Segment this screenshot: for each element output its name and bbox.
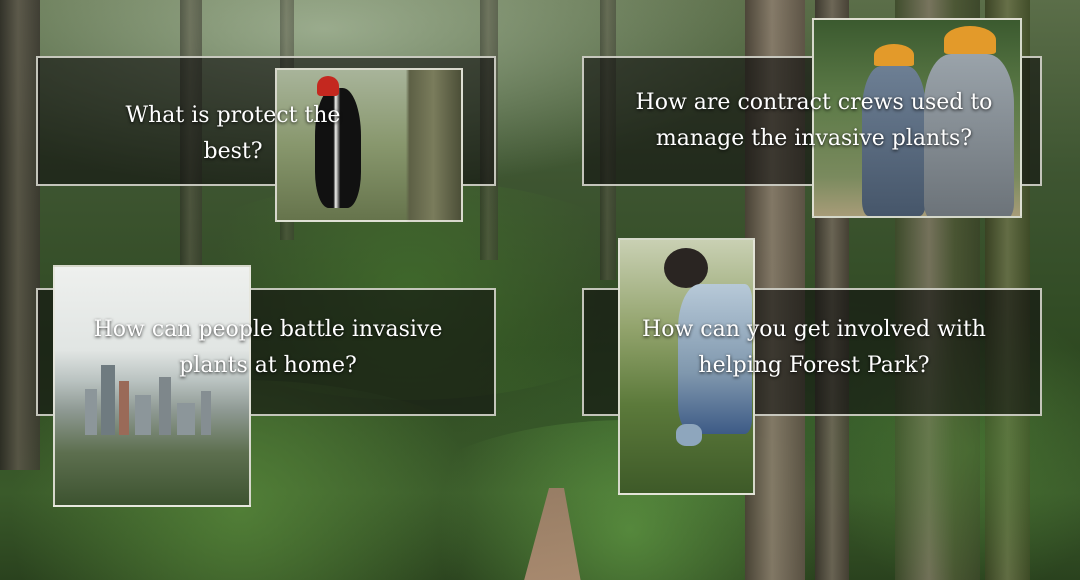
woodpecker-photo[interactable] (275, 68, 463, 222)
hard-hat-icon (874, 44, 914, 66)
building (201, 391, 211, 435)
volunteer-photo[interactable] (618, 238, 755, 495)
building (101, 365, 115, 435)
building (159, 377, 171, 435)
volunteer-head (664, 248, 708, 288)
question-text: How can you get involved with helping Fo… (642, 317, 986, 378)
building (135, 395, 151, 435)
city-skyline-photo[interactable] (53, 265, 251, 507)
woodpecker-crest (317, 76, 339, 96)
question-text: What is protect the best? (125, 103, 341, 164)
building (85, 389, 97, 435)
tree-trunk (0, 0, 40, 470)
worker-image (924, 54, 1014, 216)
woodpecker-image (315, 88, 361, 208)
question-text: How can people battle invasive plants at… (93, 317, 443, 378)
question-text: How are contract crews used to manage th… (635, 90, 993, 151)
worker-image (862, 66, 926, 216)
volunteer-body (678, 284, 752, 434)
building (119, 381, 129, 435)
contract-crew-photo[interactable] (812, 18, 1022, 218)
glove-icon (676, 424, 702, 446)
hard-hat-icon (944, 26, 996, 54)
building (177, 403, 195, 435)
